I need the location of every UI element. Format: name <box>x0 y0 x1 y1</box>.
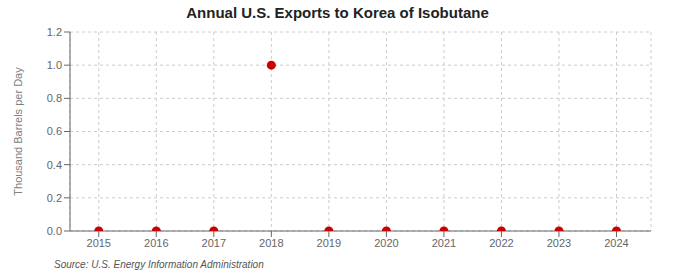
svg-text:0.0: 0.0 <box>47 225 62 237</box>
svg-text:2022: 2022 <box>489 237 513 249</box>
svg-text:2016: 2016 <box>144 237 168 249</box>
svg-text:2017: 2017 <box>202 237 226 249</box>
html-text:Annual U.S. Exports to Korea o: Annual U.S. Exports to Korea of Isobutan… <box>186 4 489 21</box>
svg-text:2023: 2023 <box>547 237 571 249</box>
svg-text:0.6: 0.6 <box>47 125 62 137</box>
svg-text:Thousand Barrels per Day: Thousand Barrels per Day <box>12 67 24 196</box>
svg-text:2020: 2020 <box>374 237 398 249</box>
svg-text:0.8: 0.8 <box>47 92 62 104</box>
svg-text:2024: 2024 <box>604 237 628 249</box>
svg-text:2018: 2018 <box>259 237 283 249</box>
html-text:Source: U.S. Energy Informatio: Source: U.S. Energy Information Administ… <box>54 259 264 270</box>
svg-text:2021: 2021 <box>432 237 456 249</box>
svg-text:1.2: 1.2 <box>47 26 62 38</box>
svg-text:2019: 2019 <box>317 237 341 249</box>
svg-text:1.0: 1.0 <box>47 59 62 71</box>
svg-text:2015: 2015 <box>87 237 111 249</box>
svg-text:0.2: 0.2 <box>47 192 62 204</box>
svg-text:0.4: 0.4 <box>47 159 62 171</box>
